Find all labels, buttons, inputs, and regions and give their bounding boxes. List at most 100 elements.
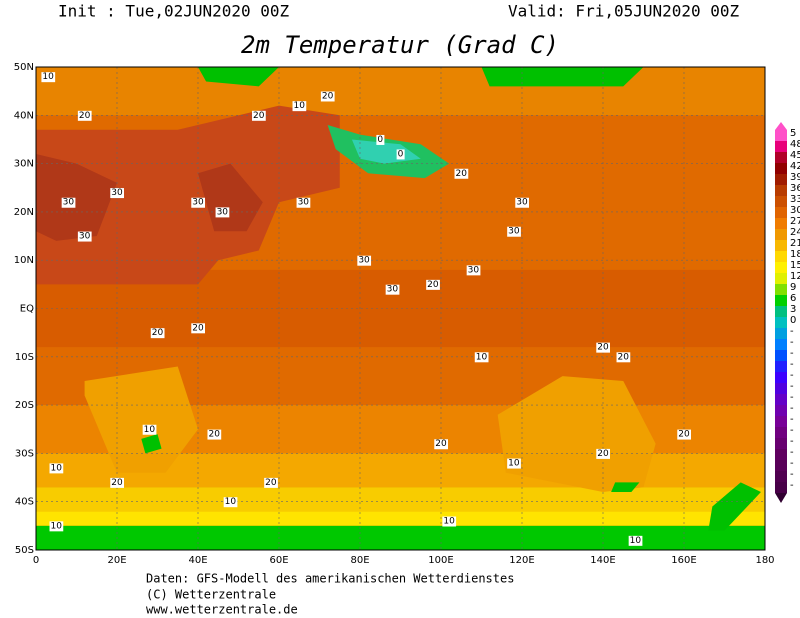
colorbar-label: 36 xyxy=(790,183,800,194)
contour-label-box xyxy=(396,149,405,160)
contour-label: 0 xyxy=(377,135,383,145)
lon-label: 0 xyxy=(33,555,39,566)
init-time: Init : Tue,02JUN2020 00Z xyxy=(58,2,290,21)
map-title: 2m Temperatur (Grad C) xyxy=(241,31,559,59)
colorbar-segment xyxy=(775,295,787,306)
colorbar-label: - xyxy=(790,381,794,392)
contour-label: 10 xyxy=(51,463,63,473)
contour-label-box xyxy=(77,231,92,242)
contour-label: 20 xyxy=(192,323,204,333)
map xyxy=(35,66,766,551)
colorbar-segment xyxy=(775,152,787,163)
colorbar-label: 9 xyxy=(790,282,796,293)
temperature-area xyxy=(198,67,279,87)
colorbar-label: 24 xyxy=(790,227,800,238)
lon-label: 160E xyxy=(671,555,696,566)
contour-label-box xyxy=(252,110,266,121)
contour-label-box xyxy=(142,424,157,435)
lon-label: 140E xyxy=(590,555,615,566)
colorbar-label: - xyxy=(790,370,794,381)
contour-label-box xyxy=(110,188,124,199)
contour-label: 20 xyxy=(79,111,91,121)
temperature-area xyxy=(481,67,644,87)
colorbar-segment xyxy=(775,405,787,416)
lon-label: 180 xyxy=(755,555,774,566)
temperature-band xyxy=(36,525,765,550)
colorbar-segment xyxy=(775,141,787,152)
contour-label: 10 xyxy=(225,497,237,507)
colorbar-label: 12 xyxy=(790,271,800,282)
contour-label-box xyxy=(677,429,691,440)
lat-label: 50N xyxy=(14,62,34,73)
contour-label: 20 xyxy=(152,328,164,338)
colorbar-segment xyxy=(775,317,787,328)
colorbar-label: - xyxy=(790,425,794,436)
colorbar-segment xyxy=(775,251,787,262)
colorbar-segment xyxy=(775,361,787,372)
temperature-area xyxy=(36,105,340,285)
colorbar-label: 27 xyxy=(790,216,800,227)
colorbar-segment xyxy=(775,218,787,229)
footer-text: www.wetterzentrale.de xyxy=(146,603,298,617)
contour-label: 30 xyxy=(508,227,520,237)
colorbar-label: 21 xyxy=(790,238,800,249)
colorbar-label: - xyxy=(790,447,794,458)
lat-label: 50S xyxy=(15,545,34,556)
contour-label: 20 xyxy=(597,343,609,353)
contour-label-box xyxy=(426,279,440,290)
contour-label-box xyxy=(596,448,610,459)
colorbar-label: 45 xyxy=(790,150,800,161)
colorbar-segment xyxy=(775,482,787,493)
contour-label-box xyxy=(49,463,64,474)
contour-label: 30 xyxy=(387,285,399,295)
colorbar-label: - xyxy=(790,480,794,491)
colorbar-segment xyxy=(775,240,787,251)
colorbar-segment xyxy=(775,460,787,471)
temperature-band xyxy=(36,67,765,116)
colorbar-label: - xyxy=(790,414,794,425)
temperature-area xyxy=(84,366,198,473)
lat-label: 10N xyxy=(14,255,34,266)
colorbar-segment xyxy=(775,185,787,196)
contour-label: 10 xyxy=(476,352,488,362)
contour-label: 20 xyxy=(435,439,447,449)
contour-label-box xyxy=(376,134,385,145)
colorbar-label: 3 xyxy=(790,304,796,315)
colorbar-segment xyxy=(775,427,787,438)
contour-label-box xyxy=(223,497,238,508)
contour-label: 30 xyxy=(468,265,480,275)
colorbar-segment xyxy=(775,196,787,207)
contour-label: 20 xyxy=(111,478,123,488)
temperature-area xyxy=(708,482,761,531)
temperature-band xyxy=(36,511,765,526)
colorbar-segment xyxy=(775,262,787,273)
contour-label-box xyxy=(616,352,631,363)
contour-label-box xyxy=(434,439,448,450)
contour-label-box xyxy=(191,323,205,334)
contour-label-box xyxy=(466,265,481,276)
colorbar-label: 42 xyxy=(790,161,800,172)
lon-label: 120E xyxy=(509,555,534,566)
colorbar-segment xyxy=(775,383,787,394)
colorbar-segment xyxy=(775,306,787,317)
contour-label: 20 xyxy=(265,478,277,488)
colorbar-label: 30 xyxy=(790,205,800,216)
contour-label-box xyxy=(596,342,610,353)
contour-label: 20 xyxy=(597,449,609,459)
colorbar-segment xyxy=(775,163,787,174)
lat-label: 10S xyxy=(15,352,34,363)
contour-label-box xyxy=(507,226,521,237)
contour-label: 20 xyxy=(427,280,439,290)
contour-label: 30 xyxy=(111,188,123,198)
colorbar-label: 18 xyxy=(790,249,800,260)
contour-label-box xyxy=(77,110,92,121)
contour-label: 30 xyxy=(358,256,370,266)
colorbar-segment xyxy=(775,339,787,350)
contour-label: 20 xyxy=(678,430,690,440)
contour-label: 30 xyxy=(217,207,229,217)
contour-label-box xyxy=(49,521,64,532)
colorbar-label: 48 xyxy=(790,139,800,150)
colorbar-segment xyxy=(775,372,787,383)
contour-label: 10 xyxy=(294,101,306,111)
colorbar-label: - xyxy=(790,326,794,337)
